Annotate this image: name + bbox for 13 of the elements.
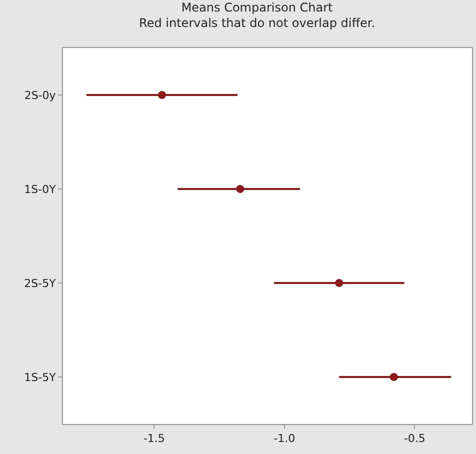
y-tick-label: 2S-5Y <box>24 276 56 290</box>
x-tick-label: -1.0 <box>274 432 296 446</box>
y-tick-label: 1S-5Y <box>24 370 56 384</box>
x-tick-label: -1.5 <box>143 432 165 446</box>
point <box>335 279 344 287</box>
point <box>158 91 166 99</box>
chart-title: Means Comparison Chart <box>181 0 334 14</box>
y-tick-label: 1S-0Y <box>24 182 56 196</box>
point <box>236 185 244 193</box>
point <box>390 373 398 381</box>
chart-subtitle: Red intervals that do not overlap differ. <box>139 16 376 30</box>
y-tick-label: 2S-0y <box>24 88 56 102</box>
x-tick-label: -0.5 <box>404 432 426 446</box>
